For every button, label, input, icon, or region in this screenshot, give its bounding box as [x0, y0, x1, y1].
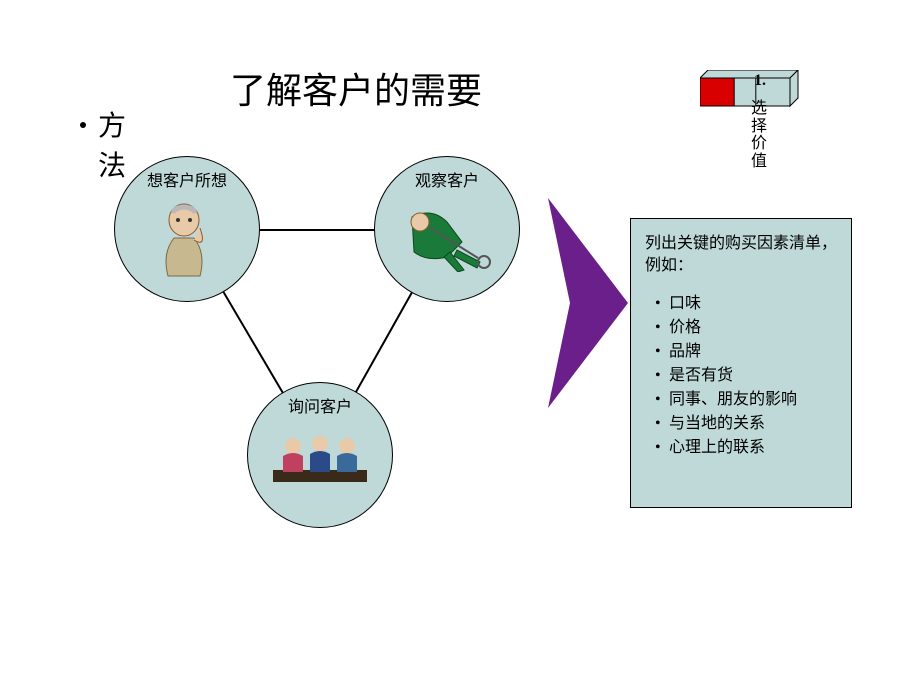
meeting-icon [265, 428, 375, 503]
factor-item: 品牌 [655, 340, 837, 364]
thinking-man-icon [152, 198, 222, 283]
step-badge-label: 选择价值 [750, 100, 768, 170]
factor-item: 是否有货 [655, 364, 837, 388]
method-bullet-dot [80, 122, 86, 128]
arrow-icon [548, 198, 628, 408]
factors-box: 列出关键的购买因素清单，例如： 口味价格品牌是否有货同事、朋友的影响与当地的关系… [630, 218, 852, 508]
node-ask-label: 询问客户 [248, 393, 392, 417]
slide-title: 了解客户的需要 [230, 62, 482, 114]
node-think: 想客户所想 [114, 156, 260, 302]
observer-icon [402, 202, 492, 277]
factors-list: 口味价格品牌是否有货同事、朋友的影响与当地的关系心理上的联系 [645, 292, 837, 460]
factors-lead: 列出关键的购买因素清单，例如： [645, 233, 837, 278]
step-badge-number: 1. [745, 72, 775, 90]
node-observe-label: 观察客户 [375, 167, 519, 191]
factor-item: 与当地的关系 [655, 412, 837, 436]
factor-item: 同事、朋友的影响 [655, 388, 837, 412]
factor-item: 价格 [655, 316, 837, 340]
node-ask: 询问客户 [247, 382, 393, 528]
factor-item: 口味 [655, 292, 837, 316]
node-observe: 观察客户 [374, 156, 520, 302]
factor-item: 心理上的联系 [655, 436, 837, 460]
node-think-label: 想客户所想 [115, 167, 259, 191]
